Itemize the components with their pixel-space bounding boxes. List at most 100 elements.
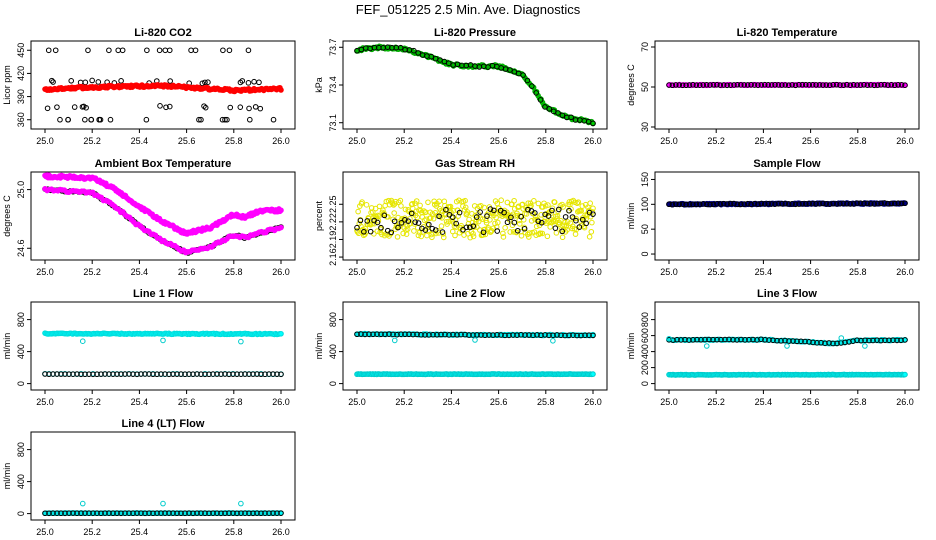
data-point <box>78 510 84 517</box>
data-point <box>790 338 796 344</box>
data-point <box>669 82 676 89</box>
data-point <box>54 510 60 516</box>
data-point <box>408 210 415 217</box>
data-point <box>809 82 816 88</box>
data-point <box>669 201 676 208</box>
series-red <box>42 82 284 95</box>
y-axis-label: ml/min <box>626 333 636 360</box>
data-point <box>62 371 68 377</box>
data-point <box>666 82 672 88</box>
data-point <box>278 87 284 93</box>
data-point <box>902 337 908 343</box>
data-point <box>86 371 92 377</box>
data-point <box>837 82 843 88</box>
data-point <box>775 82 782 88</box>
data-point <box>79 500 86 507</box>
series-black-open <box>666 200 908 208</box>
x-tick-label: 25.0 <box>348 397 366 407</box>
data-point <box>792 82 799 89</box>
data-point <box>425 199 431 206</box>
data-point <box>158 371 164 377</box>
data-point <box>227 104 234 111</box>
data-point <box>554 332 560 338</box>
data-point <box>500 234 507 240</box>
data-point <box>874 200 881 207</box>
data-point <box>196 116 202 123</box>
data-point <box>775 201 782 207</box>
data-point <box>446 218 452 225</box>
data-point <box>202 510 208 517</box>
data-point <box>566 332 572 339</box>
data-point <box>174 371 180 377</box>
series-black-open <box>666 336 908 347</box>
data-point <box>224 116 230 123</box>
data-point <box>710 82 717 88</box>
data-point <box>525 234 532 240</box>
data-point <box>247 116 253 123</box>
data-point <box>102 510 108 516</box>
data-point <box>126 510 132 517</box>
series-cyan-outliers <box>391 337 556 344</box>
data-point <box>857 200 864 206</box>
data-point <box>707 201 713 208</box>
data-point <box>546 332 552 339</box>
data-point <box>570 332 576 339</box>
data-point <box>254 371 260 377</box>
data-point <box>535 200 542 207</box>
data-point <box>564 219 571 225</box>
data-point <box>238 371 244 377</box>
data-point <box>726 336 732 343</box>
data-point <box>415 50 421 56</box>
x-tick-label: 25.0 <box>36 136 54 146</box>
data-point <box>810 339 816 346</box>
data-point <box>409 205 416 212</box>
data-point <box>354 331 360 338</box>
data-point <box>254 510 260 516</box>
data-point <box>398 203 404 209</box>
data-point <box>590 120 596 127</box>
x-tick-label: 26.0 <box>272 267 290 277</box>
data-point <box>525 206 531 213</box>
data-point <box>274 510 280 516</box>
y-tick-label: 400 <box>16 474 26 489</box>
data-point <box>270 510 276 516</box>
data-point <box>257 105 264 112</box>
data-point <box>490 332 496 338</box>
series-black-open <box>42 510 284 517</box>
data-point <box>474 332 480 338</box>
data-point <box>447 203 454 210</box>
data-point <box>891 82 898 89</box>
data-point <box>134 371 140 378</box>
data-point <box>66 510 72 516</box>
y-tick-label: 200 <box>640 360 650 375</box>
data-point <box>727 200 734 207</box>
series-black-open <box>42 371 284 378</box>
data-point <box>258 371 264 378</box>
data-point <box>754 337 760 343</box>
series-cyan-low <box>354 371 596 378</box>
y-tick-label: 150 <box>640 172 650 187</box>
data-point <box>230 371 236 377</box>
data-point <box>376 203 383 210</box>
x-tick-label: 25.8 <box>537 136 555 146</box>
data-point <box>871 82 878 89</box>
data-point <box>237 104 244 110</box>
data-point <box>375 212 381 219</box>
data-point <box>453 220 459 227</box>
data-point <box>214 510 220 516</box>
data-point <box>679 82 686 89</box>
data-point <box>774 337 780 344</box>
y-tick-label: 400 <box>16 344 26 359</box>
data-point <box>895 200 901 206</box>
data-point <box>571 226 578 232</box>
data-point <box>500 230 506 237</box>
data-point <box>894 337 900 344</box>
data-point <box>222 510 228 517</box>
data-point <box>854 82 860 88</box>
x-tick-label: 25.8 <box>225 397 243 407</box>
data-point <box>54 371 60 377</box>
data-point <box>226 510 232 517</box>
data-point <box>44 105 51 112</box>
x-tick-label: 25.0 <box>660 267 678 277</box>
data-point <box>799 200 806 207</box>
